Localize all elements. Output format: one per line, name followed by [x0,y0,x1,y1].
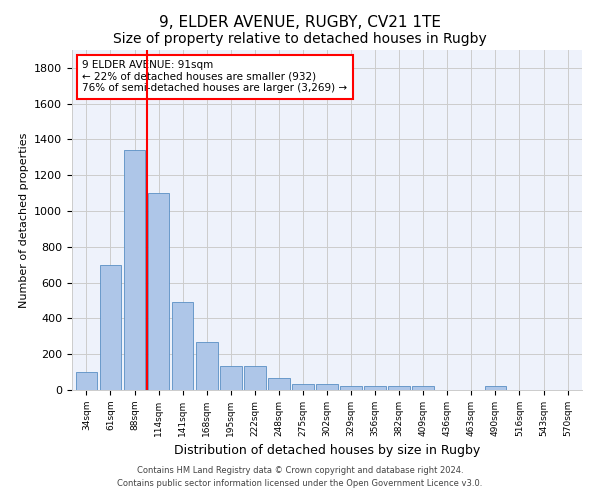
Bar [340,386,362,390]
Y-axis label: Number of detached properties: Number of detached properties [19,132,29,308]
Bar [76,372,97,390]
Text: Size of property relative to detached houses in Rugby: Size of property relative to detached ho… [113,32,487,46]
Bar [100,264,121,390]
Bar [292,384,314,390]
Text: Contains HM Land Registry data © Crown copyright and database right 2024.
Contai: Contains HM Land Registry data © Crown c… [118,466,482,487]
Text: 9 ELDER AVENUE: 91sqm
← 22% of detached houses are smaller (932)
76% of semi-det: 9 ELDER AVENUE: 91sqm ← 22% of detached … [82,60,347,94]
Bar [244,366,266,390]
Bar [172,302,193,390]
Bar [268,378,290,390]
Bar [196,342,218,390]
X-axis label: Distribution of detached houses by size in Rugby: Distribution of detached houses by size … [174,444,480,458]
Bar [124,150,145,390]
Bar [148,193,169,390]
Bar [220,366,242,390]
Bar [364,386,386,390]
Bar [316,384,338,390]
Text: 9, ELDER AVENUE, RUGBY, CV21 1TE: 9, ELDER AVENUE, RUGBY, CV21 1TE [159,15,441,30]
Bar [485,386,506,390]
Bar [388,386,410,390]
Bar [412,386,434,390]
